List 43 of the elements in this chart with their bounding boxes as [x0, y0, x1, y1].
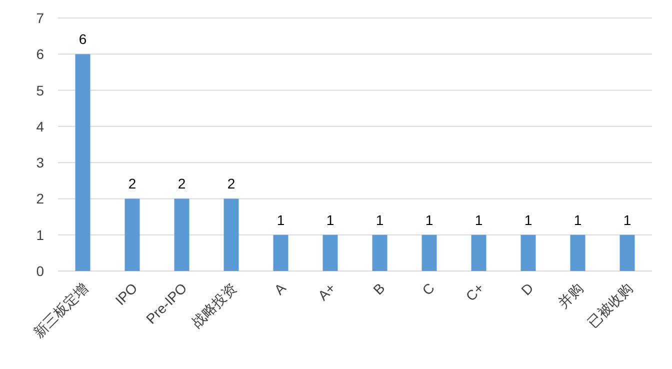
data-label: 1 — [574, 212, 582, 228]
x-tick-label: C+ — [462, 280, 487, 304]
y-tick-label: 0 — [36, 263, 44, 279]
data-label: 1 — [376, 212, 384, 228]
data-label: 1 — [623, 212, 632, 228]
x-tick-label: B — [370, 280, 388, 298]
bar — [422, 234, 437, 271]
data-label: 1 — [276, 212, 285, 228]
bar — [75, 54, 90, 271]
bar — [372, 234, 388, 271]
bar — [224, 198, 239, 271]
bar — [471, 234, 486, 271]
data-label: 1 — [524, 212, 532, 228]
y-tick-label: 6 — [36, 46, 44, 62]
y-tick-label: 7 — [36, 10, 44, 26]
data-label: 1 — [326, 212, 334, 228]
data-label: 2 — [178, 176, 186, 192]
bar — [620, 234, 635, 271]
data-label: 6 — [78, 31, 87, 48]
bar — [570, 234, 586, 271]
x-tick-label: 已被收购 — [584, 280, 636, 331]
x-tick-label: C — [418, 280, 438, 298]
y-tick-label: 4 — [36, 118, 44, 134]
bar — [273, 234, 288, 271]
x-tick-label: 并购 — [554, 280, 586, 311]
x-tick-label: 新三板定增 — [30, 280, 91, 341]
x-tick-label: D — [518, 280, 536, 298]
x-tick-label: A+ — [314, 280, 338, 304]
data-label: 2 — [128, 176, 136, 192]
data-label: 1 — [425, 212, 434, 228]
data-label: 1 — [474, 212, 483, 228]
y-tick-label: 3 — [36, 154, 44, 171]
x-tick-label: A — [270, 279, 290, 298]
bar — [124, 198, 140, 271]
bar — [520, 234, 536, 271]
y-tick-label: 1 — [36, 226, 44, 243]
bar — [322, 234, 338, 271]
bar — [174, 198, 190, 271]
y-tick-label: 2 — [36, 190, 44, 207]
x-tick-label: 战略投资 — [188, 280, 240, 331]
y-tick-label: 5 — [36, 82, 44, 98]
x-tick-label: IPO — [112, 280, 140, 308]
data-label: 2 — [227, 176, 236, 192]
